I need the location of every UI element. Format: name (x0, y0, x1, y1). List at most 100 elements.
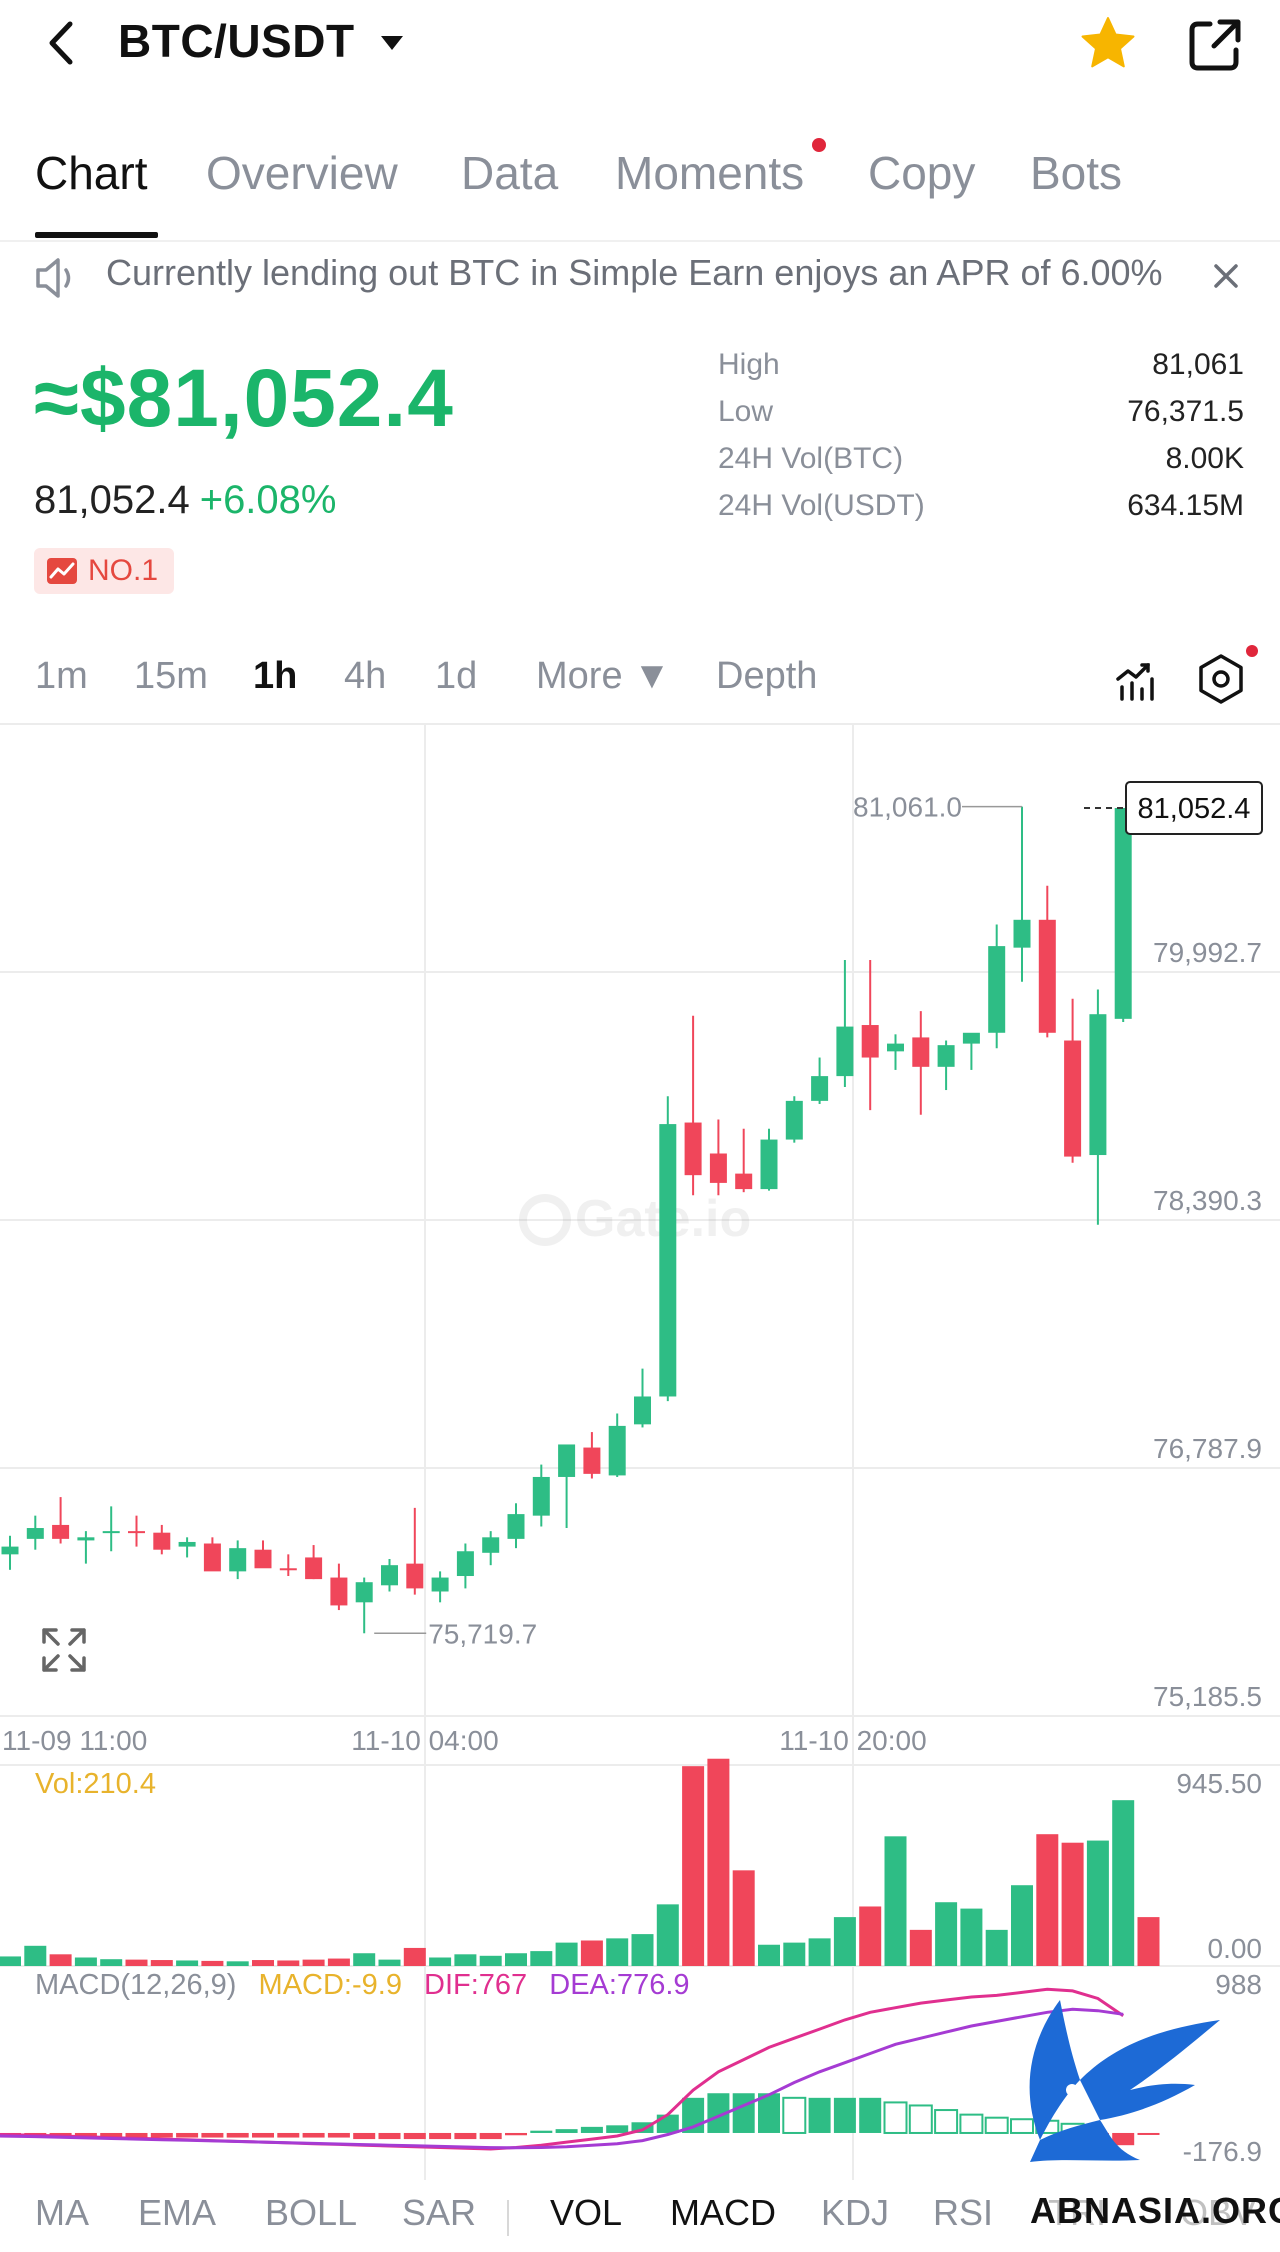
volume-tick: 0.00 (1208, 1933, 1263, 1964)
divider (507, 2200, 509, 2236)
price-tick: 79,992.7 (1153, 937, 1262, 968)
price-chart[interactable]: Gate.io 79,992.7 78,390.3 76,787.9 75,18… (0, 720, 1280, 2180)
depth-tab[interactable]: Depth (716, 655, 818, 697)
volume-bar (150, 1960, 173, 1966)
macd-bar (1137, 2132, 1160, 2135)
candle-body (558, 1444, 576, 1477)
macd-bar (403, 2132, 426, 2140)
candle-body (254, 1549, 272, 1569)
back-arrow-icon[interactable] (42, 18, 82, 68)
volume-bar (201, 1960, 224, 1966)
candle-body (229, 1548, 247, 1572)
candle-body (937, 1045, 955, 1067)
indicator-tabs: MA EMA BOLL SAR VOL MACD KDJ RSI TRI OBV (0, 2180, 1280, 2252)
macd-bar (150, 2132, 173, 2138)
volume-bar (403, 1947, 426, 1966)
macd-bar (555, 2129, 578, 2133)
tab-bots[interactable]: Bots (1030, 147, 1123, 199)
indicator-sar[interactable]: SAR (402, 2192, 477, 2233)
volume-bar (631, 1934, 654, 1966)
macd-bar (883, 2101, 908, 2134)
candle-body (128, 1531, 145, 1534)
volume-bar (909, 1929, 932, 1966)
candle-body (583, 1447, 601, 1474)
pair-title[interactable]: BTC/USDT (118, 15, 355, 67)
candle-body (77, 1537, 95, 1541)
macd-bar (656, 2114, 679, 2133)
tab-copy[interactable]: Copy (868, 147, 976, 199)
interval-1d[interactable]: 1d (435, 655, 478, 697)
tab-data[interactable]: Data (461, 147, 559, 199)
indicator-ma[interactable]: MA (35, 2192, 89, 2233)
volume-bar (454, 1954, 477, 1966)
indicator-rsi[interactable]: RSI (933, 2192, 994, 2233)
candle-body (988, 946, 1006, 1033)
announcement-bar[interactable]: Currently lending out BTC in Simple Earn… (0, 244, 1280, 310)
candle-body (1064, 1040, 1082, 1157)
indicator-chart-icon[interactable] (1114, 657, 1160, 703)
volume-bar (378, 1959, 401, 1966)
candle-body (962, 1032, 980, 1044)
interval-more[interactable]: More ▼ (536, 655, 671, 697)
volume-bar (1036, 1834, 1059, 1966)
macd-bar (934, 2109, 959, 2134)
current-price-marker: 81,052.4 (1084, 780, 1263, 835)
candle-body (305, 1557, 323, 1580)
candle-body (1089, 1014, 1107, 1156)
close-icon[interactable] (1208, 258, 1244, 294)
volume-bar (1061, 1842, 1084, 1966)
macd-bar (758, 2093, 780, 2133)
tab-chart[interactable]: Chart (35, 147, 148, 199)
stat-vol-usdt-value: 634.15M (1127, 489, 1244, 522)
candle-body (26, 1528, 44, 1539)
candle-body (153, 1532, 171, 1550)
macd-bar (479, 2132, 502, 2140)
macd-bar (1010, 2118, 1034, 2134)
volume-bar (606, 1938, 629, 1966)
tab-overview[interactable]: Overview (206, 147, 398, 199)
indicator-tri[interactable]: TRI (1048, 2192, 1106, 2233)
indicator-obv[interactable]: OBV (1180, 2192, 1257, 2233)
macd-bar (530, 2130, 553, 2133)
candle-body (1038, 919, 1056, 1033)
main-tabs: Chart Overview Data Moments Copy Bots (0, 130, 1280, 242)
candle-body (279, 1568, 297, 1571)
settings-icon[interactable] (1196, 653, 1246, 705)
tab-moments[interactable]: Moments (615, 147, 805, 199)
indicator-vol[interactable]: VOL (550, 2192, 623, 2233)
candle-body (482, 1537, 500, 1553)
favorite-star-icon[interactable] (1078, 14, 1138, 74)
macd-bar (707, 2093, 730, 2133)
rank-badge[interactable]: NO.1 (34, 548, 175, 594)
interval-1m[interactable]: 1m (35, 655, 88, 697)
change-percent: +6.08% (199, 478, 337, 522)
macd-bar (908, 2104, 933, 2134)
share-icon[interactable] (1186, 16, 1244, 74)
indicator-ema[interactable]: EMA (138, 2192, 217, 2233)
indicator-macd[interactable]: MACD (670, 2192, 776, 2233)
macd-bar (505, 2132, 527, 2136)
volume-bar (1086, 1840, 1109, 1966)
interval-1h[interactable]: 1h (253, 655, 298, 697)
dif-value: DIF:767 (424, 1969, 527, 2001)
volume-bar (176, 1960, 199, 1966)
candle-body (760, 1139, 778, 1190)
macd-tick: -176.9 (1183, 2136, 1262, 2167)
notification-dot (812, 138, 826, 152)
announcement-text[interactable]: Currently lending out BTC in Simple Earn… (106, 252, 1163, 293)
indicator-kdj[interactable]: KDJ (821, 2192, 890, 2233)
interval-15m[interactable]: 15m (134, 655, 208, 697)
candle-body (912, 1037, 930, 1067)
volume-bar (682, 1766, 705, 1966)
macd-bar (454, 2132, 477, 2140)
last-price: 81,052.4 (34, 478, 190, 522)
indicator-boll[interactable]: BOLL (265, 2192, 358, 2233)
candle-body (861, 1025, 879, 1058)
candle-body (709, 1153, 727, 1183)
chevron-down-icon[interactable] (378, 28, 406, 56)
candle-body (1013, 919, 1031, 948)
time-tick: 11-09 11:00 (2, 1725, 147, 1756)
volume-bar (960, 1908, 983, 1966)
fullscreen-icon[interactable] (42, 1628, 86, 1672)
interval-4h[interactable]: 4h (344, 655, 387, 697)
